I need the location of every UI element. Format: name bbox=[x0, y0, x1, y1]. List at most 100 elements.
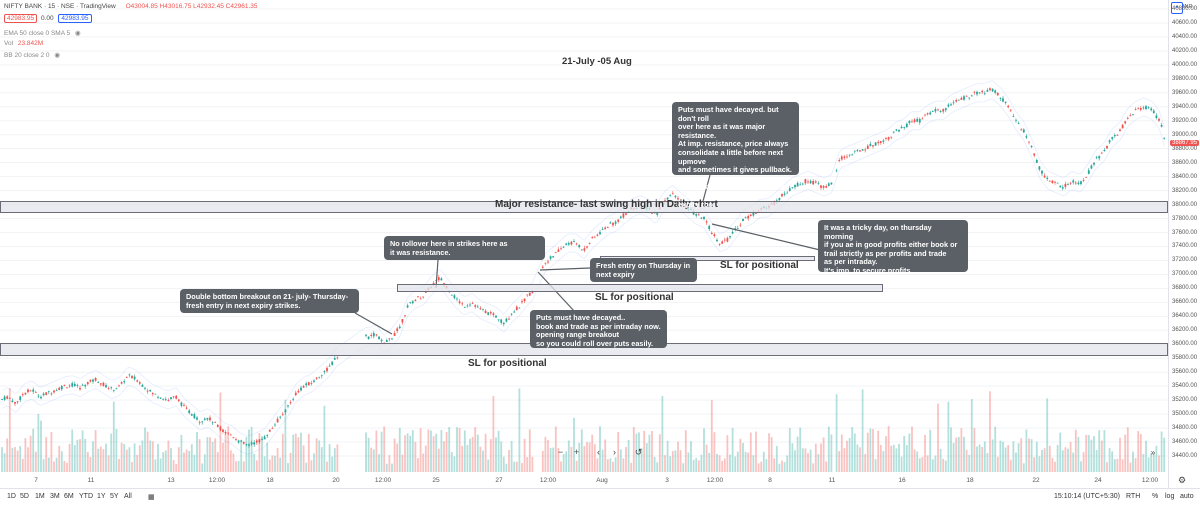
annotation-title[interactable]: 21-July -05 Aug bbox=[562, 56, 632, 67]
scroll-right-button[interactable]: › bbox=[613, 447, 616, 457]
candle-body bbox=[401, 319, 404, 323]
zoom-in-button[interactable]: + bbox=[573, 447, 580, 457]
reset-chart-button[interactable]: ↺ bbox=[634, 447, 643, 457]
candle-body bbox=[666, 197, 669, 200]
chart-area[interactable]: NIFTY BANK · 15 · NSE · TradingView O430… bbox=[0, 0, 1168, 488]
callout-arrow bbox=[435, 259, 439, 289]
candlestick-chart[interactable] bbox=[0, 0, 1168, 488]
range-5y[interactable]: 5Y bbox=[110, 493, 119, 500]
candle-body bbox=[1046, 177, 1049, 179]
ema-legend[interactable]: EMA 50 close 0 SMA 5 ◉ bbox=[4, 29, 81, 37]
candle-body bbox=[926, 113, 929, 115]
bid-box[interactable]: 42983.95 bbox=[4, 14, 38, 23]
vol-label: Vol bbox=[4, 40, 14, 47]
volume-bar bbox=[752, 455, 755, 472]
volume-bar bbox=[313, 453, 315, 472]
scroll-left-button[interactable]: ‹ bbox=[597, 447, 600, 457]
note-puts-decayed[interactable]: Puts must have decayed.. book and trade … bbox=[530, 310, 667, 348]
callout-arrow bbox=[701, 174, 711, 206]
volume-bar bbox=[705, 444, 708, 472]
range-1m[interactable]: 1M bbox=[35, 493, 45, 500]
volume-bar bbox=[612, 461, 614, 472]
zoom-out-button[interactable]: − bbox=[557, 447, 564, 457]
ohlc-values: O43004.85 H43016.75 L42932.45 C42961.35 bbox=[125, 3, 258, 10]
clock-time[interactable]: 15:10:14 (UTC+5:30) bbox=[1054, 493, 1120, 500]
volume-bar bbox=[326, 461, 328, 472]
volume-bar bbox=[424, 445, 427, 472]
volume-bar bbox=[757, 463, 760, 472]
volume-bar bbox=[575, 460, 578, 472]
note-major-resistance[interactable]: Puts must have decayed. but don't roll o… bbox=[672, 102, 799, 208]
volume-bar bbox=[102, 449, 105, 472]
volume-bar bbox=[128, 447, 131, 472]
candle-body bbox=[16, 401, 19, 403]
time-axis[interactable]: 7 11 13 12:00 18 20 12:00 25 27 12:00 Aug 3 12:00 8 11… bbox=[0, 474, 1168, 488]
range-6m[interactable]: 6M bbox=[64, 493, 74, 500]
candle-body bbox=[921, 118, 924, 120]
candle-body bbox=[1116, 134, 1119, 136]
vol-legend[interactable]: Vol 23.842M bbox=[4, 40, 43, 47]
symbol-title[interactable]: NIFTY BANK · 15 · NSE · TradingView bbox=[4, 3, 116, 10]
settings-gear-icon[interactable]: ⚙ bbox=[1178, 475, 1187, 485]
sl-label-middle[interactable]: SL for positional bbox=[595, 292, 674, 303]
candle-body bbox=[1113, 135, 1116, 137]
price-tick-label: 37800.00 bbox=[1172, 215, 1198, 222]
candle-body bbox=[580, 249, 583, 251]
candle-body bbox=[388, 338, 391, 340]
candle-body bbox=[40, 396, 42, 399]
candle-body bbox=[1108, 140, 1111, 143]
sl-zone-middle[interactable] bbox=[397, 284, 883, 292]
note-fresh-entry[interactable]: Fresh entry on Thursday in next expiry bbox=[590, 258, 697, 282]
price-axis[interactable]: ▪ INR 40800.00 40600.00 40400.00 40200.00 40… bbox=[1168, 0, 1200, 488]
candle-body bbox=[1087, 170, 1090, 174]
candle-body bbox=[281, 413, 284, 415]
candle-body bbox=[911, 121, 913, 123]
volume-bar bbox=[890, 445, 893, 472]
date-range-icon[interactable]: ▦ bbox=[148, 494, 155, 501]
range-ytd[interactable]: YTD bbox=[79, 493, 93, 500]
note-tricky-day[interactable]: It was a tricky day, on thursday morning… bbox=[818, 220, 968, 283]
note-double-bottom[interactable]: Double bottom breakout on 21- july- Thur… bbox=[180, 289, 359, 313]
range-all[interactable]: All bbox=[124, 493, 132, 500]
auto-toggle[interactable]: auto bbox=[1180, 493, 1194, 500]
ask-box[interactable]: 42983.95 bbox=[58, 14, 92, 23]
volume-bar bbox=[1061, 450, 1064, 472]
candle-body bbox=[710, 232, 713, 235]
volume-bar bbox=[677, 441, 679, 472]
log-toggle[interactable]: log bbox=[1165, 493, 1175, 500]
volume-bar bbox=[879, 444, 882, 472]
volume-bar bbox=[268, 459, 271, 472]
eye-icon[interactable]: ◉ bbox=[74, 30, 81, 37]
symbol-legend[interactable]: NIFTY BANK · 15 · NSE · TradingView O430… bbox=[4, 3, 257, 10]
session-toggle[interactable]: RTH bbox=[1126, 493, 1141, 500]
major-resistance-label[interactable]: Major resistance- last swing high in Dai… bbox=[495, 199, 718, 210]
sl-label-upper[interactable]: SL for positional bbox=[720, 260, 799, 271]
volume-bar bbox=[640, 448, 643, 472]
scroll-to-end-icon[interactable]: » bbox=[1150, 448, 1156, 457]
currency-label[interactable]: INR bbox=[1183, 4, 1193, 10]
candle-body bbox=[396, 328, 399, 332]
range-3m[interactable]: 3M bbox=[50, 493, 60, 500]
price-tick-label: 38400.00 bbox=[1172, 173, 1198, 180]
volume-bar bbox=[770, 437, 773, 472]
percent-toggle[interactable]: % bbox=[1152, 493, 1159, 500]
volume-bar bbox=[84, 438, 87, 472]
eye-icon[interactable]: ◉ bbox=[54, 52, 61, 59]
sl-label-lower[interactable]: SL for positional bbox=[468, 358, 547, 369]
range-5d[interactable]: 5D bbox=[20, 493, 29, 500]
candle-body bbox=[726, 237, 729, 242]
price-tick-label: 35000.00 bbox=[1172, 411, 1198, 418]
volume-bar bbox=[1077, 436, 1080, 472]
major-resistance-zone[interactable] bbox=[0, 201, 1168, 213]
note-no-rollover[interactable]: No rollover here in strikes here as it w… bbox=[384, 236, 545, 260]
bb-legend[interactable]: BB 20 close 2 0 ◉ bbox=[4, 51, 60, 59]
candle-body bbox=[370, 334, 373, 336]
settings-icon[interactable]: ▪ bbox=[1171, 2, 1183, 14]
candle-body bbox=[471, 302, 474, 304]
candle-body bbox=[287, 405, 289, 407]
range-1y[interactable]: 1Y bbox=[97, 493, 106, 500]
volume-bar bbox=[765, 459, 768, 472]
range-1d[interactable]: 1D bbox=[7, 493, 16, 500]
candle-body bbox=[625, 213, 627, 215]
spread-value: 0.00 bbox=[40, 15, 54, 22]
